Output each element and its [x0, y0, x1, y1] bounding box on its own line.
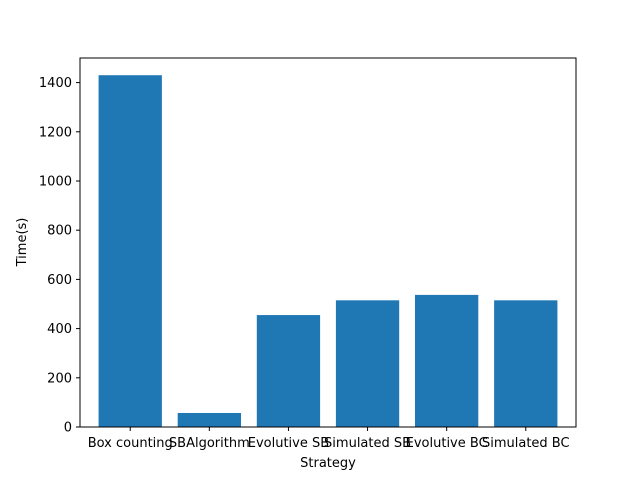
x-tick-label: Evolutive BC [406, 436, 488, 451]
plot-frame [79, 57, 577, 428]
y-tick-label: 1000 [39, 175, 72, 190]
bar-evolutive-bc [415, 294, 479, 427]
bar-box-counting [98, 75, 162, 427]
bar-evolutive-sb [256, 315, 321, 427]
y-tick-label: 0 [64, 421, 72, 436]
y-axis-label: Time(s) [15, 218, 30, 268]
y-tick-label: 400 [47, 322, 72, 337]
y-axis-ticks: 0 200 400 600 800 1000 1200 1400 [39, 76, 80, 436]
y-tick-label: 1200 [39, 125, 72, 140]
x-tick-label: Simulated BC [482, 436, 570, 451]
bar-simulated-bc [494, 300, 558, 427]
bar-sbalgorithm [177, 412, 241, 427]
y-tick-label: 200 [47, 371, 72, 386]
x-tick-label: SBAlgorithm [169, 436, 250, 451]
x-axis-label: Strategy [300, 456, 356, 471]
y-tick-label: 800 [47, 224, 72, 239]
y-tick-label: 1400 [39, 76, 72, 91]
x-tick-label: Box counting [88, 436, 173, 451]
x-tick-label: Evolutive SB [248, 436, 329, 451]
x-tick-label: Simulated SB [324, 436, 411, 451]
bar-simulated-sb [335, 300, 400, 427]
y-tick-label: 600 [47, 273, 72, 288]
bars-group [98, 75, 558, 427]
